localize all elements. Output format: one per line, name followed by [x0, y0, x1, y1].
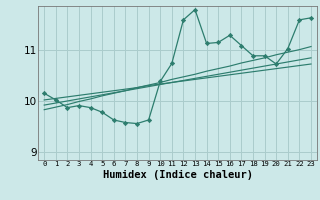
X-axis label: Humidex (Indice chaleur): Humidex (Indice chaleur): [103, 170, 252, 180]
